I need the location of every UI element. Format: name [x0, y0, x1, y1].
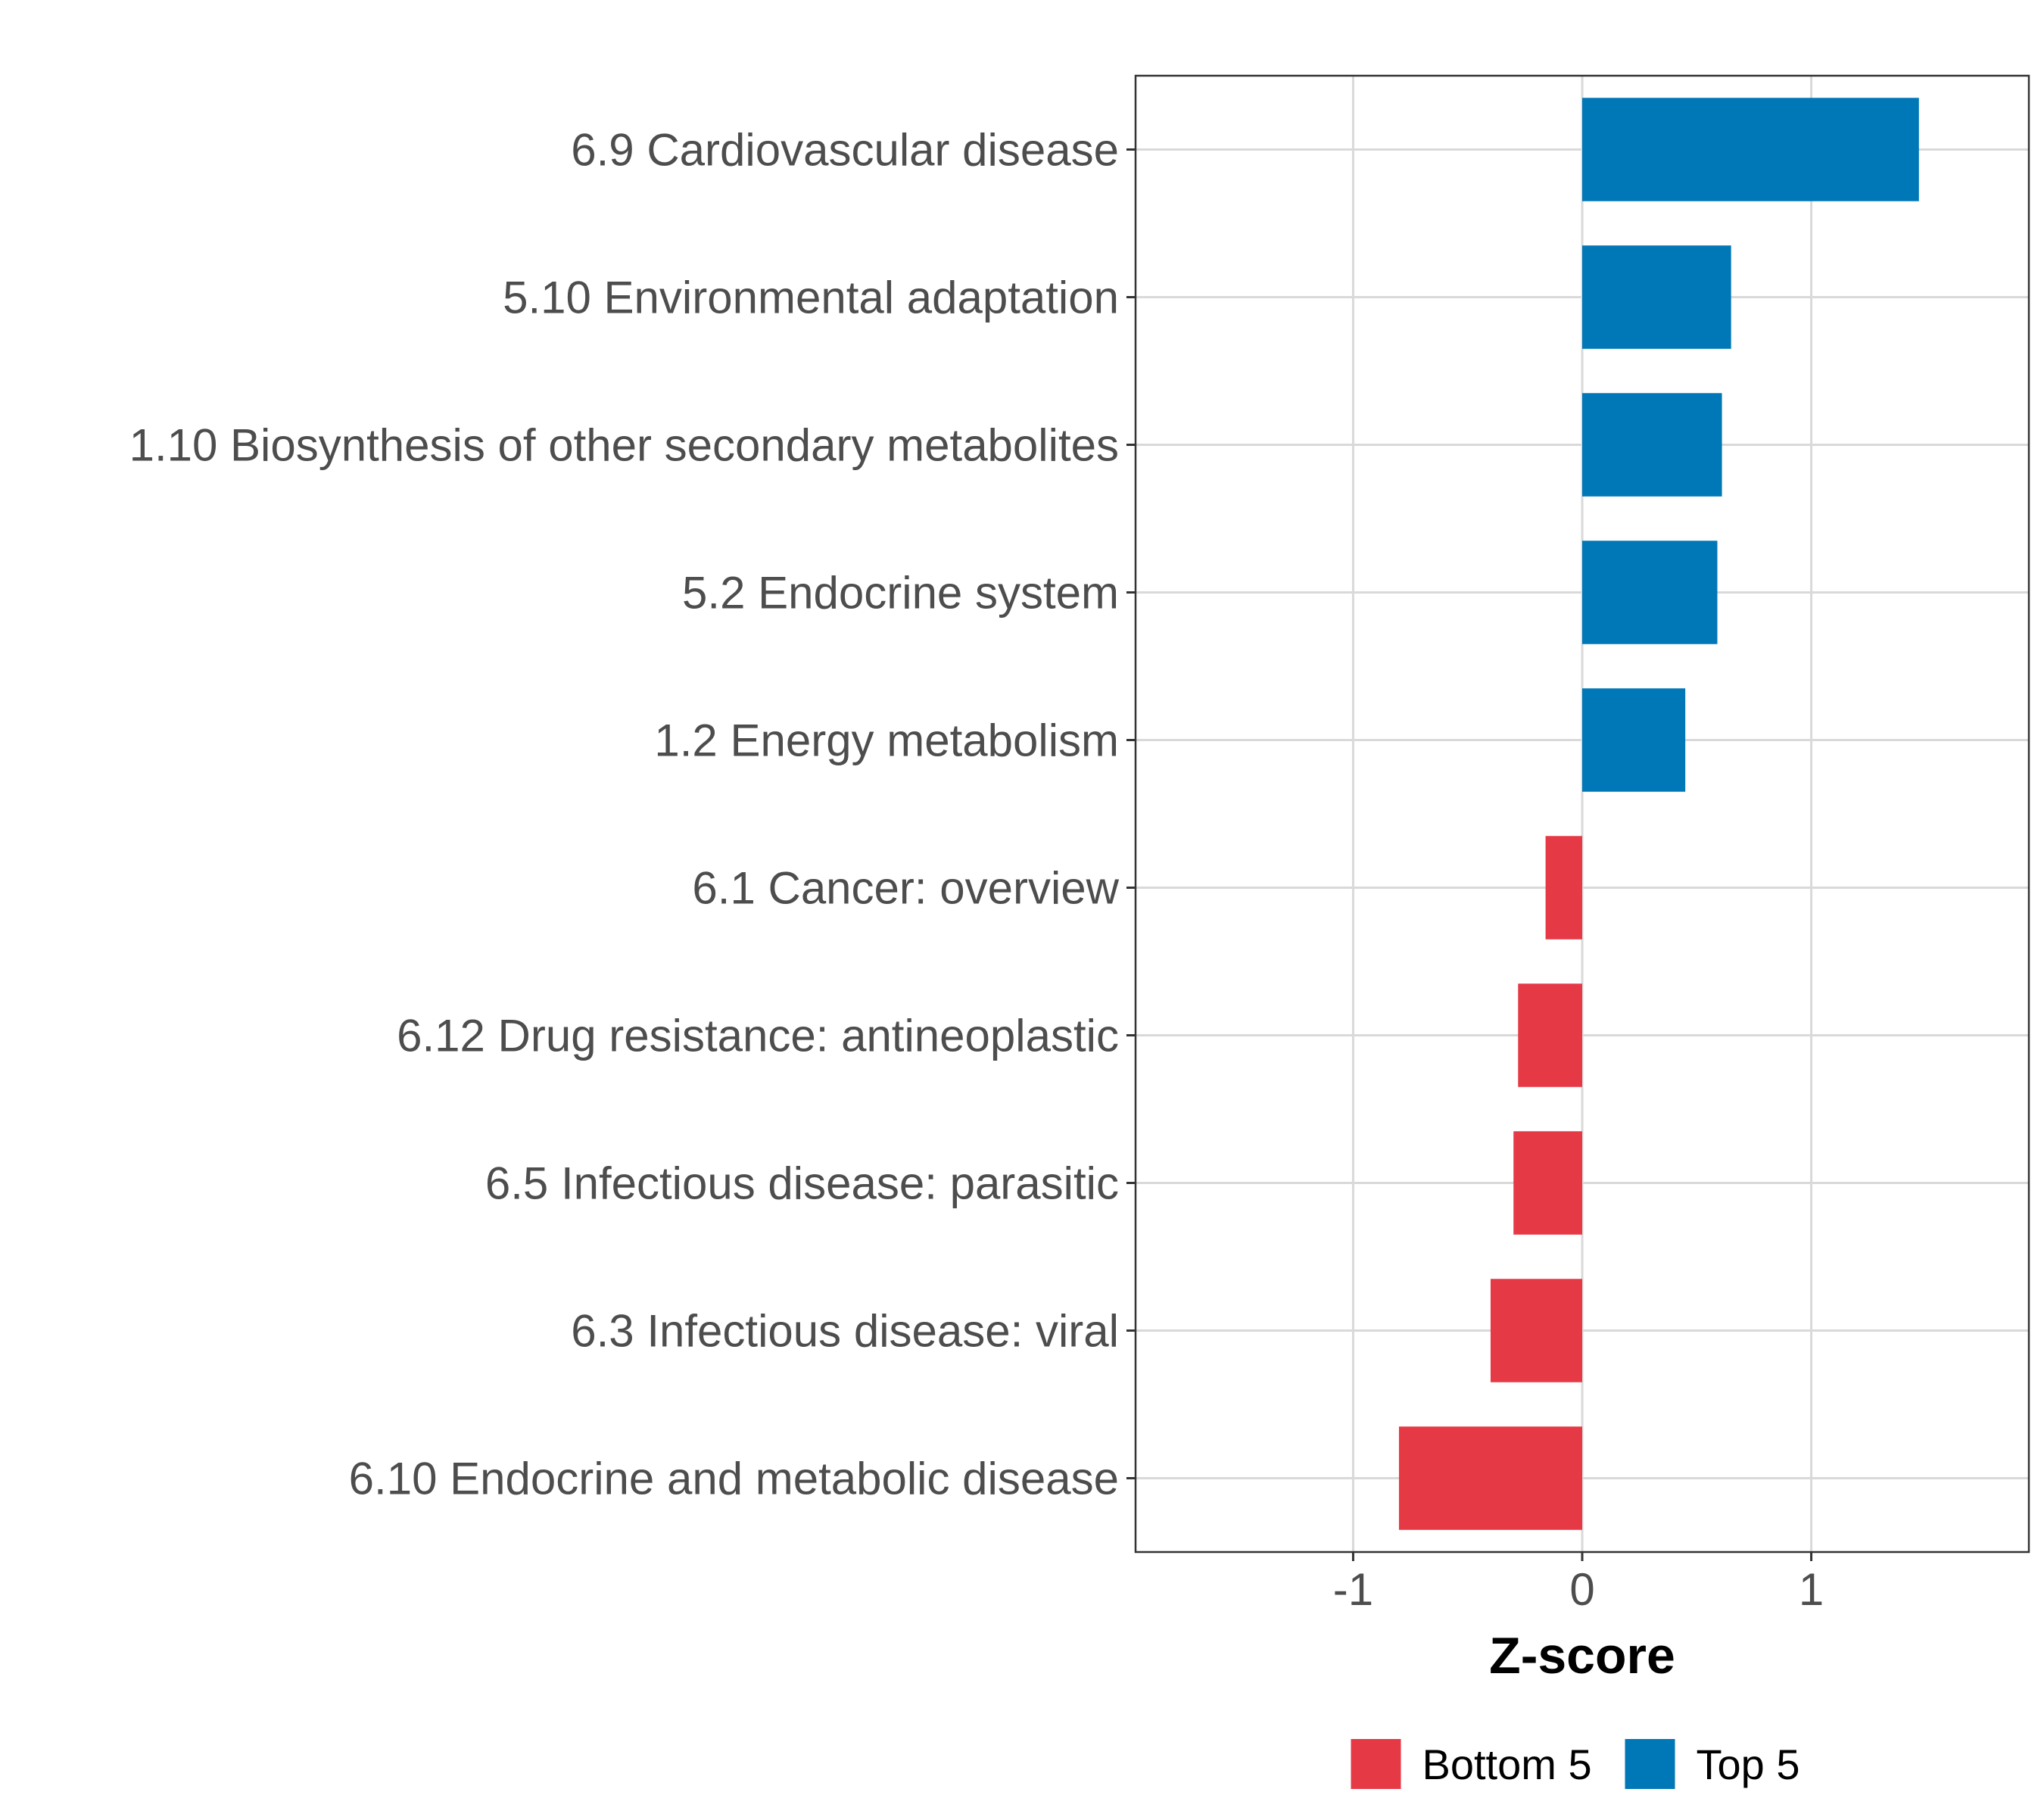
y-tick-label: 6.1 Cancer: overview: [692, 863, 1119, 914]
bar: [1398, 1426, 1582, 1530]
y-tick-label: 6.10 Endocrine and metabolic disease: [349, 1454, 1119, 1504]
x-axis-ticks: [1351, 1552, 1813, 1561]
y-axis-labels: 6.9 Cardiovascular disease 5.10 Environme…: [129, 125, 1120, 1504]
legend-key: [1625, 1739, 1675, 1789]
y-tick-label: 6.5 Infectious disease: parasitic: [485, 1158, 1119, 1209]
bar: [1545, 836, 1582, 940]
y-tick-label: 1.2 Energy metabolism: [654, 715, 1119, 766]
bar: [1582, 98, 1919, 201]
bar: [1582, 393, 1722, 497]
legend-label: Bottom 5: [1422, 1741, 1592, 1788]
legend: Bottom 5 Top 5: [1351, 1739, 1800, 1789]
y-tick-label: 6.12 Drug resistance: antineoplastic: [397, 1011, 1119, 1061]
y-tick-label: 5.10 Environmental adaptation: [503, 273, 1119, 323]
x-tick-label: 1: [1799, 1564, 1824, 1615]
x-axis-labels: -1 0 1: [1333, 1564, 1824, 1615]
y-tick-label: 6.9 Cardiovascular disease: [571, 125, 1119, 176]
x-axis-title: Z-score: [1489, 1627, 1675, 1685]
bar: [1582, 688, 1686, 792]
x-tick-label: -1: [1333, 1564, 1373, 1615]
bar: [1582, 245, 1731, 349]
bar: [1513, 1131, 1582, 1235]
y-axis-ticks: [1126, 148, 1136, 1479]
legend-key: [1351, 1739, 1401, 1789]
y-tick-label: 6.3 Infectious disease: viral: [571, 1306, 1119, 1357]
y-tick-label: 5.2 Endocrine system: [682, 568, 1119, 619]
bar: [1490, 1279, 1582, 1382]
bar: [1518, 983, 1582, 1087]
x-tick-label: 0: [1569, 1564, 1594, 1615]
bars: [1398, 98, 1919, 1530]
bar: [1582, 541, 1718, 644]
legend-label: Top 5: [1697, 1741, 1800, 1788]
y-tick-label: 1.10 Biosynthesis of other secondary met…: [129, 420, 1119, 471]
